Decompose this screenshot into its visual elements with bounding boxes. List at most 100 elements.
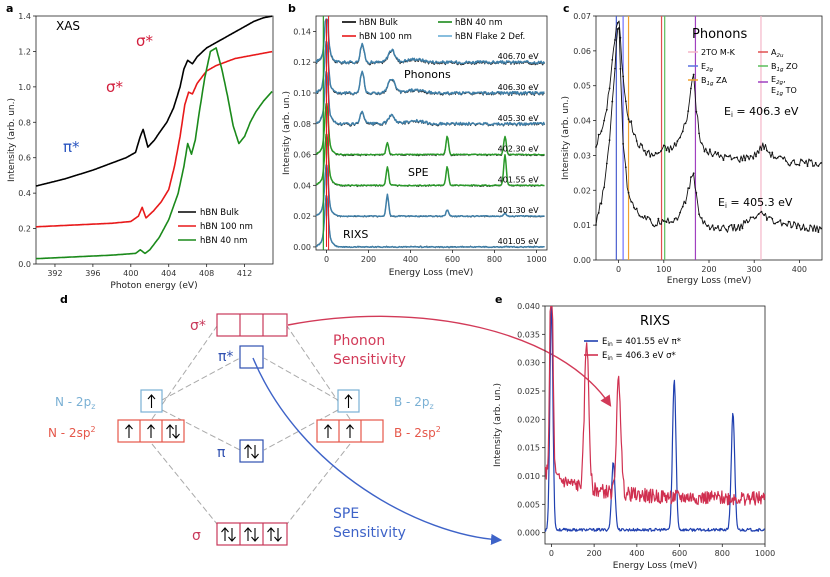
phonon-pt-0-156 <box>806 165 809 168</box>
phonon-pt-0-126 <box>765 149 768 152</box>
phonon-pt-0-82 <box>706 151 709 154</box>
phonon-pt-1-116 <box>752 216 755 219</box>
phonon-pt-1-114 <box>749 216 752 219</box>
e-legend-sigma: Ein = 406.3 eV σ* <box>602 351 676 362</box>
phonon-pt-0-110 <box>744 159 747 162</box>
phonon-pt-0-114 <box>749 154 752 157</box>
rixs-trace-3 <box>315 102 545 156</box>
phonon-pt-1-90 <box>717 225 719 227</box>
b-legend-100nm: hBN 100 nm <box>359 32 412 42</box>
phonon-pt-1-46 <box>657 217 660 220</box>
phonon-pt-0-138 <box>782 157 785 160</box>
phonon-pt-1-48 <box>660 223 662 225</box>
phonon-pt-0-84 <box>709 148 711 151</box>
conn-bpz-pistar <box>263 357 339 401</box>
b-ytick-label-3: 0.06 <box>293 151 311 160</box>
phonon-pt-0-94 <box>722 159 725 161</box>
c-legend-b1gzo: B1g ZO <box>771 62 798 73</box>
panel-b-series <box>315 16 546 250</box>
phonon-pt-0-26 <box>630 120 633 123</box>
c-legend-e1g-tail: TO <box>783 86 797 95</box>
panel-a-ylabel: Intensity (arb. un.) <box>7 98 17 182</box>
spe-arrow <box>252 357 503 546</box>
e-legend1-val: = 401.55 eV π* <box>613 337 681 347</box>
panel-b-energy-labels: 406.70 eV 406.30 eV 405.30 eV 402.30 eV 401.… <box>498 52 539 246</box>
panel-c-series <box>595 20 822 233</box>
phonon-pt-1-102 <box>733 223 736 226</box>
sig-a5 <box>267 527 275 541</box>
phonon-pt-0-4 <box>600 130 603 133</box>
n-2pz-arrow <box>147 394 156 408</box>
phonon-pt-0-120 <box>757 151 760 154</box>
n-2pz-label: N - 2pz <box>55 395 95 411</box>
pi-label: π <box>217 445 226 461</box>
panel-a-xlabel: Photon energy (eV) <box>110 281 197 291</box>
e-legend2-e: E <box>602 351 607 361</box>
c-xtick-label-1: 100 <box>656 265 671 274</box>
e-legend2-val: = 406.3 eV σ* <box>613 351 676 361</box>
a-xtick-label-1: 396 <box>85 269 100 278</box>
sigma-level <box>216 522 288 546</box>
phonon-pt-0-66 <box>684 122 687 125</box>
c-legend-b1gza-name: B <box>701 76 707 85</box>
phonon-pt-0-100 <box>730 158 733 161</box>
phonon-pt-1-22 <box>624 166 627 169</box>
n-2sp2-sup: 2 <box>90 425 95 434</box>
c-legend-b1gzo-sub: 1g <box>777 67 784 73</box>
sigma-star-annot-top: σ* <box>136 32 154 50</box>
panel-a: a 392 396 400 404 408 412 0.0 0.2 0.4 0.6 0.8 1.0 1.… <box>6 2 274 291</box>
e-xtick-label-4: 800 <box>715 549 730 558</box>
rixs-trace-5 <box>315 164 545 218</box>
phonon-pt-0-46 <box>657 152 660 154</box>
c-legend-e1g-sub: 1g <box>776 91 783 97</box>
phonon-pt-0-50 <box>662 144 665 147</box>
legend-100nm: hBN 100 nm <box>200 222 253 232</box>
panel-b-frame <box>315 15 548 251</box>
panel-e-legend: Ein = 401.55 eV π* Ein = 406.3 eV σ* <box>584 337 681 362</box>
phonon-pt-1-92 <box>719 229 722 232</box>
spe-label: SPE <box>333 506 359 522</box>
phonon-pt-1-138 <box>782 222 785 225</box>
phonon-pt-0-90 <box>717 151 719 154</box>
phonon-pt-0-142 <box>787 163 790 166</box>
phonon-pt-1-96 <box>725 228 728 231</box>
a-ytick-label-2: 0.4 <box>18 189 31 198</box>
phonon-pt-0-48 <box>660 150 662 152</box>
e-legend1-e: E <box>602 337 607 347</box>
b-ytick-label-5: 0.10 <box>293 89 311 98</box>
b-ytick-label-2: 0.04 <box>293 181 311 190</box>
a-xtick-label-5: 412 <box>237 269 252 278</box>
a-ytick-label-0: 0.0 <box>18 260 31 269</box>
phonon-pt-1-30 <box>635 207 638 210</box>
pi-arrows <box>244 444 259 459</box>
sigma-box <box>216 522 288 546</box>
phonon-pt-0-18 <box>619 36 622 39</box>
phonon-pt-0-116 <box>752 157 755 160</box>
panel-d-label: d <box>60 293 68 306</box>
phonon-pt-1-8 <box>605 162 608 165</box>
phonon-pt-0-56 <box>671 148 673 151</box>
phonon-pt-1-2 <box>597 211 600 214</box>
phonon-pt-1-6 <box>603 186 606 189</box>
b-legend-flake: hBN Flake 2 Def. <box>455 32 525 42</box>
phonon-pt-1-122 <box>760 210 763 213</box>
c-legend-e1gto: E1g TO <box>771 86 797 97</box>
phonon-pt-0-12 <box>611 58 614 61</box>
c-legend-e2g-name: E <box>701 62 706 71</box>
spe-sensitivity-label: Sensitivity <box>333 525 406 541</box>
e-legend1-sub: in <box>607 341 613 348</box>
c-legend-e2g: E2g <box>701 62 714 73</box>
n-2pz-sub: z <box>91 402 95 411</box>
b-2sp2-label: B - 2sp2 <box>394 425 441 440</box>
phonon-pt-0-106 <box>738 160 741 163</box>
panel-a-legend: hBN Bulk hBN 100 nm hBN 40 nm <box>178 208 253 246</box>
energy-label-4: 401.55 eV <box>498 175 539 184</box>
phonon-pt-0-6 <box>603 119 606 122</box>
a-ytick-label-6: 1.2 <box>18 47 31 56</box>
b-2pz-text: B - 2p <box>394 395 429 409</box>
ei-top-sub: i <box>731 111 733 119</box>
rixs-e-line-1 <box>544 306 766 506</box>
c-xtick-label-2: 200 <box>701 265 716 274</box>
panel-b-legend: hBN Bulk hBN 40 nm hBN 100 nm hBN Flake … <box>342 18 525 42</box>
